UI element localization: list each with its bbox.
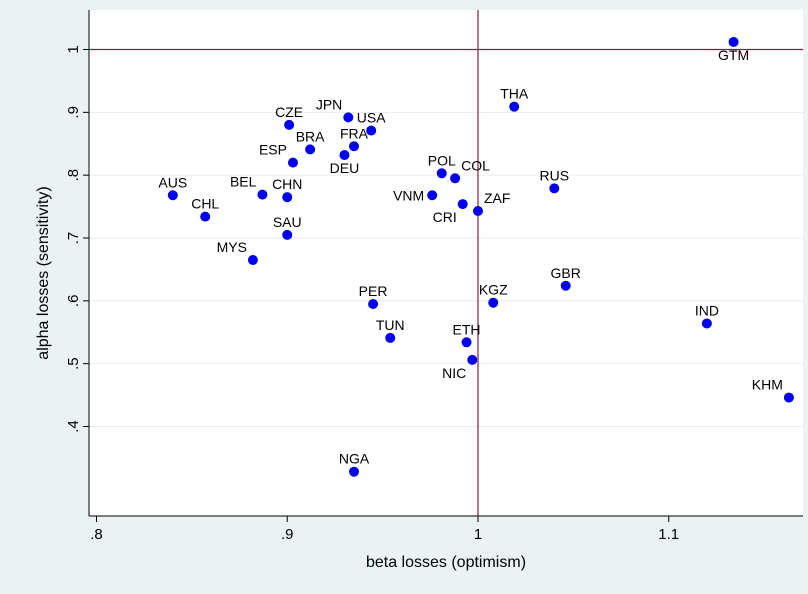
data-point xyxy=(461,337,472,348)
data-point xyxy=(450,173,461,184)
data-point xyxy=(467,354,478,365)
x-axis-title: beta losses (optimism) xyxy=(366,554,526,571)
data-point xyxy=(282,192,293,203)
data-point xyxy=(366,125,377,136)
data-point xyxy=(343,112,354,123)
y-tick-label: 1 xyxy=(65,45,82,53)
y-tick-label: .4 xyxy=(65,420,82,433)
x-tick-label: 1.1 xyxy=(658,526,679,543)
point-label: ETH xyxy=(453,321,481,337)
y-tick-label: .5 xyxy=(65,357,82,370)
point-label: COL xyxy=(461,157,490,173)
point-label: ESP xyxy=(259,142,287,158)
point-label: SAU xyxy=(273,214,302,230)
data-point xyxy=(282,229,293,240)
x-tick-label: .9 xyxy=(281,526,294,543)
point-label: TUN xyxy=(376,317,405,333)
point-label: BEL xyxy=(230,174,257,190)
plot-background xyxy=(89,10,803,516)
point-label: ZAF xyxy=(484,190,510,206)
point-label: NGA xyxy=(339,451,370,467)
point-label: JPN xyxy=(316,96,342,112)
x-tick-label: 1 xyxy=(474,526,482,543)
data-point xyxy=(385,332,396,343)
point-label: AUS xyxy=(158,174,187,190)
plot-area: .4 .5 .6 .7 .8 .9 1 .8 .9 1 1.1 GTM THA JPN USA CZE FRA B… xyxy=(65,10,803,543)
data-point xyxy=(257,189,268,200)
point-label: KHM xyxy=(752,377,783,393)
point-label: PER xyxy=(359,283,388,299)
data-point xyxy=(436,168,447,179)
data-point xyxy=(427,190,438,201)
y-axis-title: alpha losses (sensitivity) xyxy=(35,186,52,359)
data-point xyxy=(349,466,360,477)
data-point xyxy=(349,141,360,152)
x-tick-label: .8 xyxy=(90,526,103,543)
point-label: RUS xyxy=(540,167,570,183)
point-label: CHL xyxy=(191,196,219,212)
data-point xyxy=(287,157,298,168)
point-label: GTM xyxy=(718,47,749,63)
data-point xyxy=(549,183,560,194)
data-point xyxy=(783,392,794,403)
point-label: DEU xyxy=(330,160,360,176)
data-point xyxy=(247,254,258,265)
y-tick-label: .7 xyxy=(65,232,82,245)
point-label: BRA xyxy=(296,128,325,144)
point-label: IND xyxy=(695,302,719,318)
point-label: THA xyxy=(500,86,529,102)
data-point xyxy=(305,144,316,155)
point-label: USA xyxy=(357,110,386,126)
point-label: FRA xyxy=(340,125,369,141)
point-label: KGZ xyxy=(479,282,508,298)
data-point xyxy=(560,280,571,291)
data-point xyxy=(509,101,520,112)
y-tick-label: .8 xyxy=(65,169,82,182)
point-label: NIC xyxy=(442,365,466,381)
data-point xyxy=(200,211,211,222)
point-label: GBR xyxy=(551,265,581,281)
point-label: CHN xyxy=(272,176,302,192)
data-point xyxy=(728,36,739,47)
data-point xyxy=(368,298,379,309)
data-point xyxy=(472,205,483,216)
data-point xyxy=(701,318,712,329)
data-point xyxy=(488,297,499,308)
point-label: MYS xyxy=(217,239,247,255)
data-point xyxy=(339,150,350,161)
point-label: CZE xyxy=(275,104,303,120)
point-label: CRI xyxy=(433,209,457,225)
data-point xyxy=(284,119,295,130)
data-point xyxy=(167,190,178,201)
y-tick-label: .9 xyxy=(65,106,82,119)
point-label: VNM xyxy=(393,187,424,203)
data-point xyxy=(457,199,468,210)
y-tick-label: .6 xyxy=(65,295,82,308)
point-label: POL xyxy=(428,152,456,168)
